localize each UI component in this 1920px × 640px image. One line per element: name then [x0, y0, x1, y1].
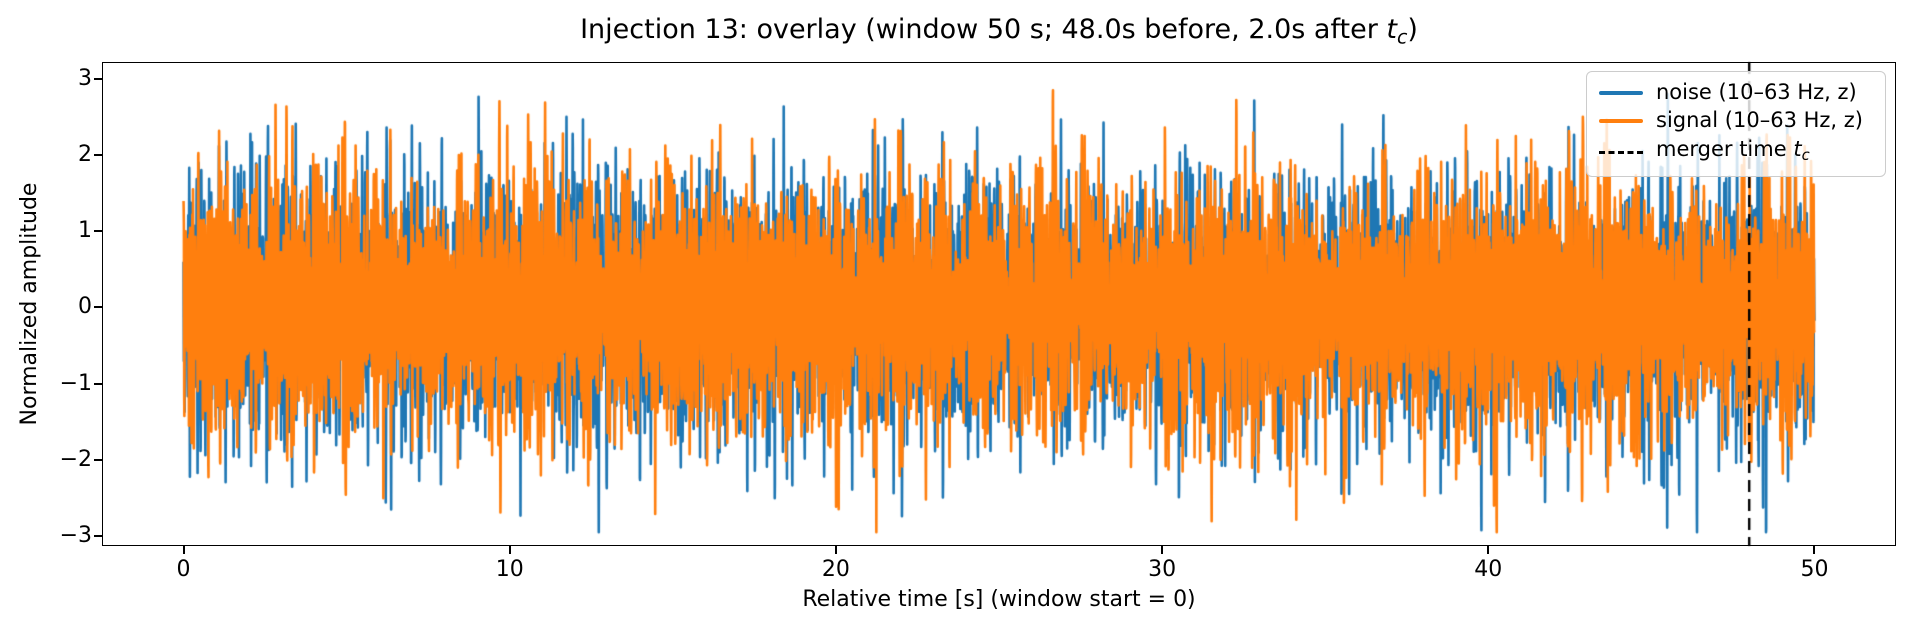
x-tick-mark: [182, 546, 185, 554]
y-tick-mark: [94, 153, 102, 156]
x-tick-label: 50: [1800, 557, 1829, 582]
y-tick-mark: [94, 230, 102, 233]
legend-label-signal: signal (10–63 Hz, z): [1656, 108, 1863, 133]
y-tick-mark: [94, 77, 102, 80]
signal-line-sample: [1599, 118, 1643, 123]
y-tick-label: 2: [78, 141, 92, 167]
title-text: Injection 13: overlay (window 50 s; 48.0…: [580, 14, 1387, 45]
x-tick-label: 0: [176, 557, 191, 582]
y-tick-mark: [94, 306, 102, 309]
y-tick-label: 1: [78, 218, 92, 244]
x-tick-mark: [1813, 546, 1816, 554]
plot-title: Injection 13: overlay (window 50 s; 48.0…: [102, 14, 1896, 53]
title-math-sub: c: [1396, 26, 1408, 49]
legend-label-merger-time: merger time tc: [1656, 136, 1810, 164]
y-tick-label: −1: [59, 370, 92, 396]
x-tick-label: 30: [1148, 557, 1177, 582]
title-suffix: ): [1407, 14, 1418, 45]
x-tick-label: 10: [495, 557, 524, 582]
x-tick-label: 40: [1474, 557, 1503, 582]
x-tick-mark: [1161, 546, 1164, 554]
y-tick-label: 0: [78, 294, 92, 320]
y-tick-label: −3: [59, 523, 92, 549]
merger-time-line-sample: [1599, 150, 1643, 154]
y-tick-mark: [94, 535, 102, 538]
x-axis-label: Relative time [s] (window start = 0): [802, 587, 1196, 612]
legend-item-merger-time: merger time tc: [1599, 136, 1873, 169]
x-tick-mark: [508, 546, 511, 554]
y-tick-label: 3: [78, 65, 92, 91]
x-tick-mark: [1487, 546, 1490, 554]
y-tick-label: −2: [59, 446, 92, 472]
y-tick-mark: [94, 458, 102, 461]
legend-item-noise: noise (10–63 Hz, z): [1599, 79, 1873, 106]
legend-label-noise: noise (10–63 Hz, z): [1656, 80, 1857, 104]
x-tick-label: 20: [821, 557, 850, 582]
title-math-var: t: [1386, 14, 1397, 45]
y-tick-mark: [94, 382, 102, 385]
noise-line-sample: [1599, 90, 1643, 95]
legend-item-signal: signal (10–63 Hz, z): [1599, 107, 1873, 134]
legend: noise (10–63 Hz, z) signal (10–63 Hz, z)…: [1586, 71, 1886, 177]
x-tick-mark: [834, 546, 837, 554]
